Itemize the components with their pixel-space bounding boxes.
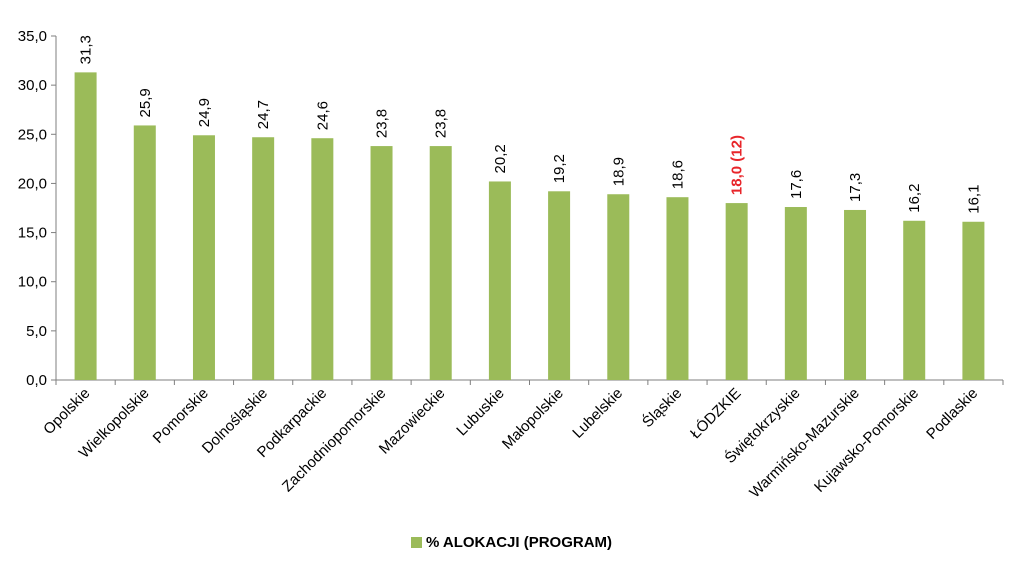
bar-13 [784, 207, 807, 380]
bar-9 [548, 191, 571, 380]
data-label: 31,3 [78, 35, 95, 64]
category-label: Małopolskie [499, 385, 567, 453]
category-label: Kujawsko-Pomorskie [811, 385, 922, 496]
bar-14 [844, 209, 867, 380]
category-label: Opolskie [40, 385, 93, 438]
bar-1 [74, 72, 97, 380]
legend: % ALOKACJI (PROGRAM) [0, 534, 1023, 551]
data-label: 23,8 [374, 109, 391, 138]
data-label: 20,2 [492, 144, 509, 173]
bar-12 [725, 203, 748, 380]
category-labels: OpolskieWielkopolskiePomorskieDolnośląsk… [40, 384, 981, 501]
bar-chart: 0,0 5,0 10,0 15,0 20,0 25,0 30,0 35,0 31,3 25,9 2… [18, 28, 1004, 501]
y-tick-label: 5,0 [26, 323, 47, 340]
y-tick-label: 25,0 [18, 126, 47, 143]
x-axis [55, 379, 1004, 385]
category-label: Zachodniopomorskie [279, 385, 389, 495]
bar-16 [962, 221, 985, 380]
bar-8 [488, 181, 511, 380]
bar-11 [666, 197, 689, 380]
y-tick-label: 20,0 [18, 175, 47, 192]
bars [74, 72, 985, 380]
y-tick-label: 15,0 [18, 225, 47, 242]
bar-5 [311, 138, 334, 380]
data-label: 24,6 [314, 101, 331, 130]
data-label: 17,3 [847, 173, 864, 202]
bar-6 [370, 146, 393, 380]
bar-4 [252, 137, 275, 380]
data-label: 24,9 [196, 98, 213, 127]
data-label: 18,9 [610, 157, 627, 186]
category-label: Śląskie [638, 384, 685, 431]
category-label: Lubelskie [569, 385, 626, 442]
category-label: Pomorskie [150, 385, 212, 447]
data-label: 18,6 [669, 160, 686, 189]
data-labels: 31,3 25,9 24,9 24,7 24,6 23,8 23,8 20,2 19,2 18,9… [78, 35, 983, 214]
data-label: 17,6 [788, 170, 805, 199]
bar-7 [429, 146, 452, 380]
data-label: 25,9 [137, 88, 154, 117]
data-label: 19,2 [551, 154, 568, 183]
bar-2 [133, 125, 156, 380]
y-tick-label: 30,0 [18, 77, 47, 94]
y-tick-label: 10,0 [18, 274, 47, 291]
data-label: 16,2 [906, 184, 923, 213]
data-label: 23,8 [433, 109, 450, 138]
bar-10 [607, 194, 630, 380]
data-label: 16,1 [965, 185, 982, 214]
bar-3 [192, 135, 215, 380]
data-label: 18,0 (12) [729, 135, 746, 195]
y-tick-label: 35,0 [18, 28, 47, 45]
bar-15 [903, 220, 926, 380]
y-tick-label: 0,0 [26, 372, 47, 389]
category-label: Podlaskie [923, 385, 981, 443]
legend-label: % ALOKACJI (PROGRAM) [425, 534, 613, 551]
category-label: Lubuskie [453, 385, 507, 439]
category-label: Warmińsko-Mazurskie [746, 385, 863, 502]
y-axis: 0,0 5,0 10,0 15,0 20,0 25,0 30,0 35,0 [18, 28, 57, 389]
category-label: ŁÓDZKIE [687, 385, 744, 442]
legend-swatch [410, 537, 422, 548]
data-label: 24,7 [255, 100, 272, 129]
